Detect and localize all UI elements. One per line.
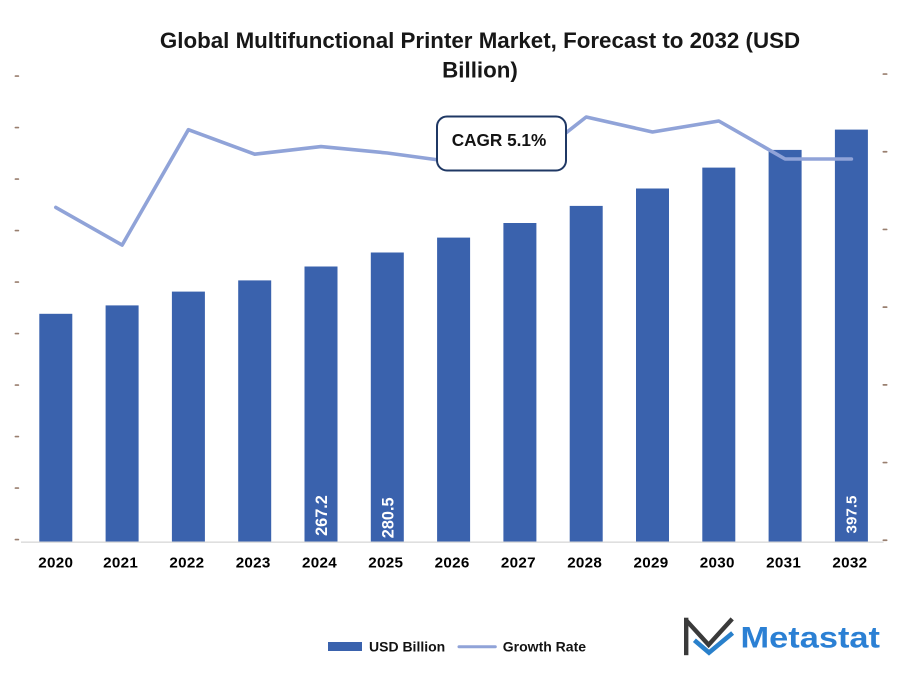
- svg-text:USD Billion: USD Billion: [369, 638, 445, 654]
- svg-text:2020: 2020: [38, 554, 73, 571]
- svg-text:2024: 2024: [302, 554, 337, 571]
- svg-text:2028: 2028: [567, 554, 602, 571]
- svg-text:CAGR 5.1%: CAGR 5.1%: [452, 130, 547, 150]
- svg-text:2029: 2029: [634, 554, 669, 571]
- svg-text:280.5: 280.5: [379, 497, 397, 538]
- svg-text:Growth Rate: Growth Rate: [503, 638, 586, 654]
- svg-text:2030: 2030: [700, 554, 735, 571]
- svg-text:2022: 2022: [169, 554, 204, 571]
- svg-text:2023: 2023: [236, 554, 271, 571]
- svg-text:Billion): Billion): [442, 58, 518, 83]
- svg-text:2021: 2021: [103, 554, 138, 571]
- svg-text:2032: 2032: [832, 554, 867, 571]
- svg-text:267.2: 267.2: [313, 495, 331, 536]
- svg-text:397.5: 397.5: [843, 495, 860, 534]
- svg-text:2027: 2027: [501, 554, 536, 571]
- svg-text:Metastat: Metastat: [741, 621, 881, 654]
- svg-text:Global Multifunctional Printer: Global Multifunctional Printer Market, F…: [160, 28, 800, 53]
- svg-text:2025: 2025: [368, 554, 403, 571]
- svg-text:2026: 2026: [435, 554, 470, 571]
- svg-text:2031: 2031: [766, 554, 801, 571]
